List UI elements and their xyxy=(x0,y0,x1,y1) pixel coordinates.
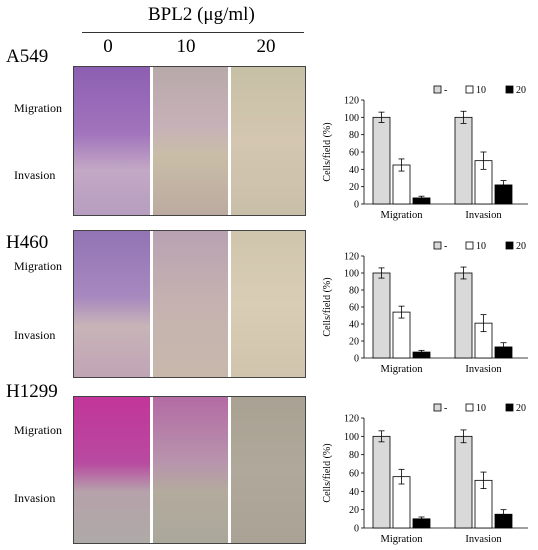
legend-swatch xyxy=(433,85,442,94)
micrograph-dose10 xyxy=(153,397,228,543)
y-tick-label: 20 xyxy=(349,337,359,348)
legend-label: 20 xyxy=(516,85,526,96)
cell-line-label-h1299: H1299 xyxy=(6,381,58,402)
row-label-invasion: Invasion xyxy=(14,491,56,505)
bar-chart-h460: - 10 20 0 20 40 60 80 100 120 Cells/field (%) Migra… xyxy=(322,241,528,375)
bar xyxy=(454,272,473,359)
row-label-migration: Migration xyxy=(14,423,62,437)
legend-swatch xyxy=(465,241,474,250)
row-label-migration: Migration xyxy=(14,101,62,115)
legend-label: 10 xyxy=(476,403,486,414)
x-tick-label: Invasion xyxy=(465,534,502,545)
legend-swatch xyxy=(433,403,442,412)
row-label-invasion: Invasion xyxy=(14,328,56,342)
legend-label: 10 xyxy=(476,85,486,96)
y-axis-label: Cells/field (%) xyxy=(322,443,333,502)
micrograph-panel-h1299 xyxy=(73,396,306,544)
x-tick-label: Invasion xyxy=(465,210,502,221)
x-tick-label: Migration xyxy=(381,534,424,545)
bar-chart-h1299: - 10 20 0 20 40 60 80 100 120 Cells/field (%) Migra… xyxy=(322,403,528,545)
y-tick-label: 0 xyxy=(354,354,359,365)
row-label-migration: Migration xyxy=(14,259,62,273)
y-tick-label: 80 xyxy=(349,286,359,297)
y-tick-label: 40 xyxy=(349,165,359,176)
dose-label-10: 10 xyxy=(176,36,196,57)
y-tick-label: 100 xyxy=(344,432,359,443)
micrograph-control xyxy=(74,397,150,543)
y-tick-label: 120 xyxy=(344,96,359,107)
micrograph-separator xyxy=(150,67,153,215)
y-tick-label: 80 xyxy=(349,130,359,141)
x-tick-label: Invasion xyxy=(465,364,502,375)
cell-line-label-h460: H460 xyxy=(6,232,49,253)
y-tick-label: 120 xyxy=(344,414,359,425)
row-label-invasion: Invasion xyxy=(14,168,56,182)
y-tick-label: 40 xyxy=(349,320,359,331)
micrograph-separator xyxy=(150,397,153,543)
legend-swatch xyxy=(505,403,514,412)
micrograph-separator xyxy=(228,397,231,543)
bar xyxy=(454,435,473,529)
y-tick-label: 100 xyxy=(344,269,359,280)
legend-label: - xyxy=(444,241,447,252)
micrograph-dose10 xyxy=(153,67,228,215)
micrograph-dose20 xyxy=(231,231,305,377)
legend-label: 20 xyxy=(516,403,526,414)
y-axis-label: Cells/field (%) xyxy=(322,122,333,181)
y-tick-label: 20 xyxy=(349,505,359,516)
y-tick-label: 80 xyxy=(349,450,359,461)
legend-swatch xyxy=(465,403,474,412)
x-tick-label: Migration xyxy=(381,364,424,375)
micrograph-dose20 xyxy=(231,67,305,215)
legend-swatch xyxy=(433,241,442,250)
micrograph-panel-h460 xyxy=(73,230,306,378)
micrograph-dose20 xyxy=(231,397,305,543)
y-tick-label: 100 xyxy=(344,113,359,124)
micrograph-control xyxy=(74,231,150,377)
dose-header-title: BPL2 (μg/ml) xyxy=(148,4,255,25)
legend-swatch xyxy=(505,241,514,250)
header-divider xyxy=(82,32,304,33)
micrograph-separator xyxy=(150,231,153,377)
y-tick-label: 60 xyxy=(349,148,359,159)
bar xyxy=(372,435,391,529)
legend-swatch xyxy=(465,85,474,94)
micrograph-separator xyxy=(228,231,231,377)
y-tick-label: 0 xyxy=(354,524,359,535)
y-tick-label: 20 xyxy=(349,182,359,193)
legend-label: - xyxy=(444,403,447,414)
legend-label: 20 xyxy=(516,241,526,252)
bar xyxy=(372,116,391,205)
y-tick-label: 0 xyxy=(354,200,359,211)
bar xyxy=(454,116,473,205)
dose-label-20: 20 xyxy=(256,36,276,57)
x-tick-label: Migration xyxy=(381,210,424,221)
y-tick-label: 120 xyxy=(344,252,359,263)
micrograph-dose10 xyxy=(153,231,228,377)
cell-line-label-a549: A549 xyxy=(6,46,49,67)
bar xyxy=(372,272,391,359)
legend-label: - xyxy=(444,85,447,96)
bar xyxy=(392,311,411,359)
y-tick-label: 40 xyxy=(349,487,359,498)
y-tick-label: 60 xyxy=(349,303,359,314)
dose-label-0: 0 xyxy=(103,36,113,57)
micrograph-panel-a549 xyxy=(73,66,306,216)
legend-swatch xyxy=(505,85,514,94)
micrograph-separator xyxy=(228,67,231,215)
micrograph-control xyxy=(74,67,150,215)
y-axis-label: Cells/field (%) xyxy=(322,277,333,336)
y-tick-label: 60 xyxy=(349,469,359,480)
legend-label: 10 xyxy=(476,241,486,252)
bar-chart-a549: - 10 20 0 20 40 60 80 100 120 Cells/field (%) Migra… xyxy=(322,85,528,221)
